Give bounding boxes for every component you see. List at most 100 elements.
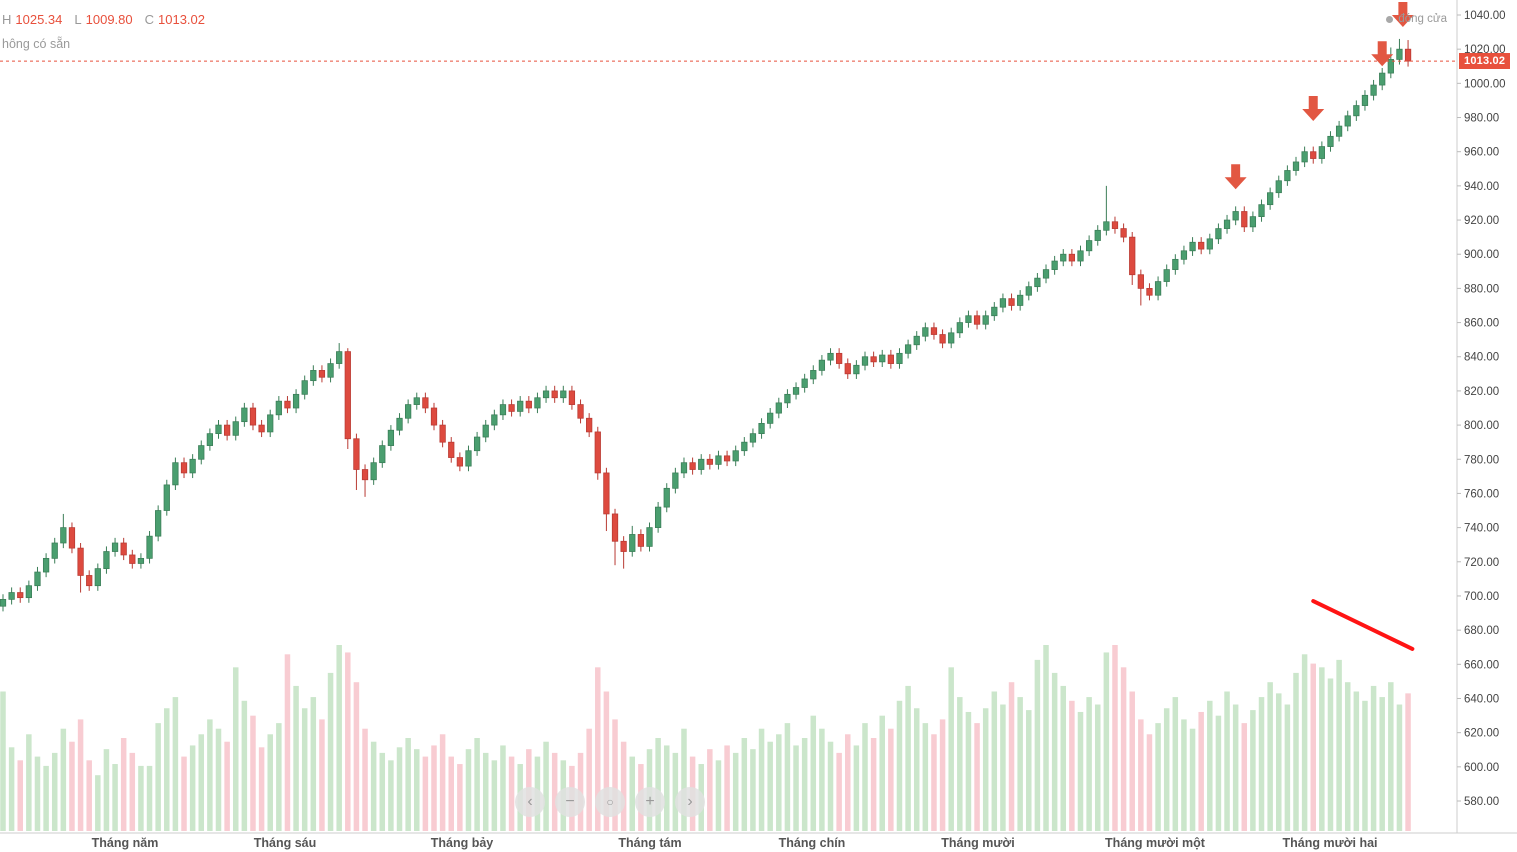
candle [111, 537, 119, 557]
candle-body [741, 441, 748, 452]
volume-bar [250, 715, 256, 831]
volume-bar [482, 752, 489, 831]
candle-body [137, 557, 145, 564]
zoom-out-button[interactable]: − [555, 787, 585, 817]
candle [1387, 47, 1394, 79]
candle [215, 419, 222, 439]
volume-bar [215, 728, 222, 831]
candle [1404, 40, 1412, 67]
time-axis[interactable] [0, 833, 1457, 852]
candle [155, 505, 162, 542]
candle-body [844, 363, 851, 375]
candle-body [180, 462, 188, 474]
volume-bar [982, 708, 989, 831]
down-arrow-annotation[interactable] [1302, 95, 1325, 121]
volume-bar [1077, 711, 1084, 831]
x-axis-label: Tháng mười một [1105, 836, 1206, 850]
candle [1034, 273, 1041, 292]
candle-body [818, 359, 826, 371]
volume-bar [1120, 667, 1127, 831]
down-arrow-annotation[interactable] [1224, 164, 1247, 190]
candle-body [42, 557, 50, 573]
candle-body [361, 469, 369, 481]
volume-bar [345, 652, 351, 831]
volume-bar [732, 752, 739, 831]
candle-body [1379, 72, 1386, 86]
candle-body [491, 414, 498, 426]
series-legend[interactable]: đóng cửa [1386, 13, 1447, 25]
candle-body [784, 393, 791, 404]
candle [534, 392, 541, 414]
candle [448, 437, 455, 463]
candle-body [732, 450, 739, 462]
zoom-in-button[interactable]: + [635, 787, 665, 817]
pan-left-button[interactable]: ‹ [515, 787, 545, 817]
volume-bar [1258, 697, 1265, 831]
volume-bar [1379, 697, 1385, 831]
candle-body [387, 429, 395, 446]
y-axis-label: 820.00 [1464, 386, 1499, 398]
candle-body [1129, 236, 1136, 276]
candle [611, 508, 619, 566]
volume-bar [1284, 704, 1291, 831]
y-axis-label: 1040.00 [1464, 10, 1506, 22]
candle [327, 358, 334, 383]
candle-body [853, 364, 860, 375]
candle [361, 464, 369, 497]
candle-body [508, 404, 515, 412]
candle-body [663, 487, 670, 508]
candle-body [577, 404, 584, 419]
volume-bar [112, 764, 118, 831]
volume-bar [164, 708, 170, 831]
candle-body [60, 527, 67, 544]
volume-bar [715, 760, 722, 831]
candle-body [94, 568, 101, 587]
candle [973, 310, 981, 330]
candle-body [473, 436, 481, 452]
candle-body [1077, 250, 1084, 262]
volume-bar [86, 760, 92, 831]
volume-bar [138, 765, 144, 831]
candle [1318, 141, 1325, 164]
x-axis-label: Tháng bảy [431, 836, 494, 850]
candle-body [586, 417, 593, 433]
price-axis[interactable] [1457, 0, 1517, 833]
volume-bar [1344, 682, 1351, 831]
candle [818, 355, 826, 376]
candle [336, 343, 343, 369]
volume-bar [431, 745, 437, 831]
reset-zoom-button[interactable]: ○ [595, 787, 625, 817]
down-arrow-annotation[interactable] [1371, 41, 1394, 67]
candle [1275, 175, 1282, 198]
y-axis-label: 740.00 [1464, 523, 1499, 535]
volume-bar [284, 654, 291, 831]
candle [491, 409, 498, 431]
volume-bar [405, 738, 411, 831]
y-axis-label: 960.00 [1464, 147, 1499, 159]
volume-bar [836, 752, 842, 831]
candle-body [801, 378, 808, 388]
trendline-annotation[interactable] [1311, 599, 1415, 651]
candle [698, 454, 705, 475]
candle [284, 396, 291, 414]
volume-bar [69, 741, 75, 831]
candle-body [1249, 216, 1257, 228]
down-arrow-annotation[interactable] [1391, 1, 1414, 27]
candle-body [1008, 298, 1015, 306]
volume-bar [1224, 691, 1230, 831]
candle-body [879, 354, 886, 363]
low-label: L [74, 12, 82, 27]
candle-body [1232, 211, 1239, 221]
volume-bar [905, 685, 911, 831]
volume-bar [448, 756, 454, 831]
volume-bar [1362, 700, 1368, 831]
candle [34, 566, 41, 591]
volume-bar [267, 734, 273, 831]
pan-right-button[interactable]: › [675, 787, 705, 817]
candle-body [8, 592, 15, 600]
candle-body [1137, 274, 1144, 289]
volume-bar [362, 728, 368, 831]
candle-body [267, 414, 274, 433]
